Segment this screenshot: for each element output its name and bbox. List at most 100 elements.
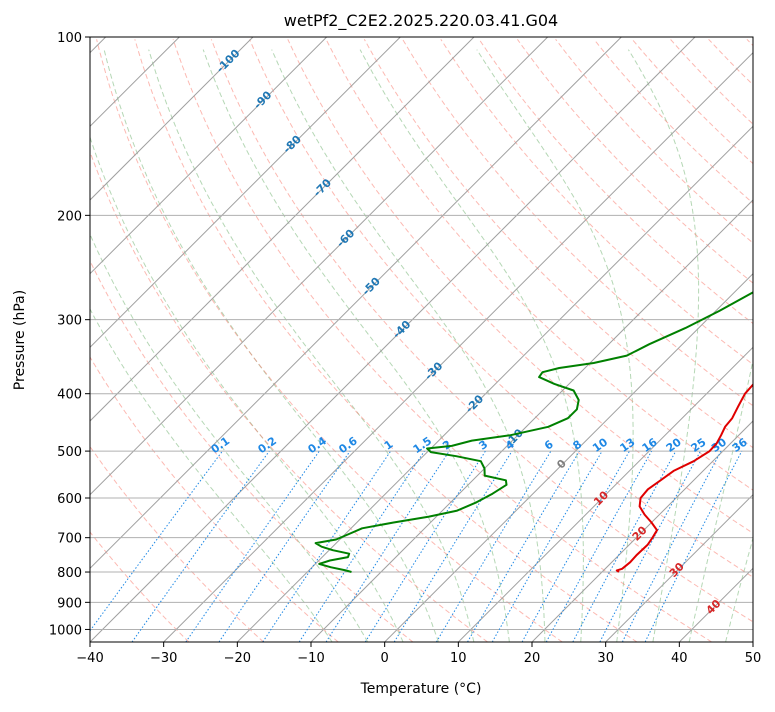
isotherm-line <box>310 199 753 642</box>
mixing-ratio-label: 0.6 <box>336 434 360 456</box>
mixing-ratio-line <box>131 450 270 642</box>
x-tick-label: 50 <box>745 651 762 666</box>
y-tick-label: 700 <box>57 532 82 547</box>
isotherm-line <box>457 346 753 642</box>
dry-adiabat <box>96 39 563 642</box>
mixing-ratio-line <box>644 450 743 642</box>
mixing-ratio-line <box>521 450 630 642</box>
mixing-ratio-label: 25 <box>688 436 708 455</box>
isotherm-line <box>752 641 753 642</box>
isotherm-label: -30 <box>422 359 445 382</box>
moist-adiabat <box>90 135 404 642</box>
isotherm-line <box>163 51 753 642</box>
mixing-ratio-line <box>435 450 552 642</box>
dry-adiabat <box>555 38 753 244</box>
isotherm-line <box>384 272 753 642</box>
mixing-ratio-line <box>262 450 392 642</box>
dry-adiabat <box>402 39 753 407</box>
mixing-ratio-label: 20 <box>664 435 684 455</box>
mixing-ratio-line <box>572 450 677 642</box>
x-tick-label: −30 <box>150 651 177 666</box>
dry-adiabat <box>210 39 753 623</box>
y-tick-label: 200 <box>57 209 82 224</box>
mixing-ratio-line <box>218 450 351 642</box>
dry-adiabat <box>746 38 753 47</box>
mixing-ratio-label: 13 <box>617 436 637 455</box>
dry-adiabat <box>172 39 712 642</box>
isotherm-line <box>90 37 475 422</box>
dry-adiabat <box>440 39 753 366</box>
isotherm-line <box>90 37 254 201</box>
x-tick-label: 40 <box>671 651 688 666</box>
mixing-ratio-line <box>90 450 223 632</box>
isotherm-label: 0 <box>554 457 569 472</box>
isotherm-line <box>90 37 549 496</box>
isotherms <box>90 37 753 642</box>
mixing-ratio-line <box>325 450 450 642</box>
isotherm-line <box>605 493 753 642</box>
dry-adiabat <box>249 39 753 578</box>
dry-adiabats <box>90 38 753 642</box>
moist-adiabat <box>725 536 753 642</box>
isotherm-label: -80 <box>281 132 304 155</box>
y-tick-label: 900 <box>57 596 82 611</box>
y-tick-label: 300 <box>57 314 82 329</box>
mixing-ratio-line <box>599 450 701 642</box>
moist-adiabat <box>271 49 546 642</box>
dry-adiabat <box>90 150 488 642</box>
mixing-ratio-label: 0.4 <box>306 434 330 456</box>
x-tick-label: −20 <box>224 651 251 666</box>
moist-adiabat <box>148 49 475 642</box>
isotherm-line <box>531 420 753 642</box>
dry-adiabat <box>90 259 414 642</box>
mixing-ratio-label: 16 <box>640 435 660 455</box>
mixing-ratio-label: 10 <box>590 435 610 455</box>
dewpoint-line <box>314 291 753 573</box>
dry-adiabat <box>593 38 753 204</box>
plot-frame <box>89 36 754 643</box>
pressure-gridlines <box>90 37 753 630</box>
temperature-line <box>615 383 753 573</box>
mixing-ratio-labels: 0.1 0.2 0.4 0.6 1 1.5 2 3 4 6 8 10 13 16 20 25 30 36 <box>209 434 750 456</box>
y-tick-label: 500 <box>57 445 82 460</box>
mixing-ratio-line <box>298 450 425 642</box>
x-tick-label: 0 <box>381 651 389 666</box>
mixing-ratio-label: 8 <box>571 438 585 453</box>
y-axis-ticks: 100 200 300 400 500 600 700 800 900 1000 <box>49 31 90 638</box>
dry-adiabat <box>90 356 339 642</box>
isotherm-line <box>90 37 622 570</box>
dry-adiabat <box>90 445 264 642</box>
mixing-ratio-line <box>545 450 653 642</box>
mixing-ratio-label: 1 <box>382 438 396 453</box>
moist-adiabat <box>103 49 439 642</box>
moist-adiabat <box>90 308 333 642</box>
x-tick-label: 10 <box>450 651 467 666</box>
mixing-ratio-line <box>185 450 320 642</box>
y-tick-label: 400 <box>57 388 82 403</box>
moist-adiabat <box>476 49 634 642</box>
mixing-ratio-lines <box>90 450 743 642</box>
isotherm-line <box>678 567 753 642</box>
isotherm-line <box>90 37 328 275</box>
x-tick-label: −10 <box>297 651 324 666</box>
y-axis-label: Pressure (hPa) <box>12 290 28 390</box>
dry-adiabat <box>134 39 638 642</box>
moist-adiabat <box>90 233 369 642</box>
isotherm-line <box>236 125 753 642</box>
x-tick-label: −40 <box>76 651 103 666</box>
moist-adiabat <box>688 358 753 642</box>
chart-title: wetPf2_C2E2.2025.220.03.41.G04 <box>284 11 558 31</box>
mixing-ratio-label: 6 <box>542 438 556 453</box>
isotherm-line <box>90 37 401 349</box>
plot-area: -100-90-80-70-60-50-40-30-20-10010203040… <box>90 37 753 642</box>
isotherm-label: 40 <box>704 597 724 617</box>
mixing-ratio-line <box>364 450 486 642</box>
dry-adiabat <box>708 38 753 86</box>
y-tick-label: 100 <box>57 31 82 46</box>
isotherm-line <box>90 37 696 642</box>
y-tick-label: 800 <box>57 566 82 581</box>
dry-adiabat <box>631 38 753 165</box>
dry-adiabat <box>363 39 753 449</box>
